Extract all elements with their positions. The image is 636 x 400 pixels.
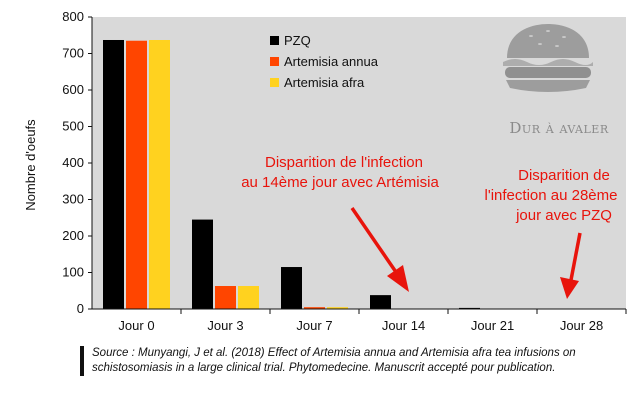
annotation-1-line-2: au 14ème jour avec Artémisia [241, 174, 439, 191]
bar-artemisia-afra-jour-0 [149, 39, 170, 310]
annotation-2-line-3: jour avec PZQ [515, 207, 612, 224]
bars-group [103, 39, 480, 310]
legend-swatch [270, 78, 279, 87]
y-tick-label: 200 [62, 228, 84, 243]
arrow-14-icon [350, 207, 409, 292]
bar-chart: Dur à avaler 0 100 200 300 400 500 600 700 800 J… [23, 9, 627, 333]
x-tick-label: Jour 28 [560, 318, 603, 333]
bar-artemisia-annua-jour-0 [126, 40, 147, 309]
y-tick-label: 100 [62, 265, 84, 280]
x-axis: Jour 0 Jour 3 Jour 7 Jour 14 Jour 21 Jour 28 [118, 309, 627, 333]
bar-pzq-jour-21 [459, 307, 480, 309]
legend-label: Artemisia annua [284, 54, 379, 69]
source-note: Source : Munyangi, J et al. (2018) Effec… [80, 346, 636, 376]
legend-swatch [270, 36, 279, 45]
legend: PZQ Artemisia annua Artemisia afra [270, 33, 379, 90]
y-tick-label: 500 [62, 119, 84, 134]
x-tick-label: Jour 7 [296, 318, 332, 333]
x-tick-label: Jour 14 [382, 318, 425, 333]
bar-pzq-jour-7 [281, 267, 302, 309]
legend-swatch [270, 57, 279, 66]
y-tick-label: 800 [62, 9, 84, 24]
y-axis-label: Nombre d'oeufs [23, 119, 38, 211]
y-tick-label: 0 [77, 301, 84, 316]
y-tick-label: 600 [62, 82, 84, 97]
bar-artemisia-afra-jour-7 [327, 307, 348, 309]
legend-label: Artemisia afra [284, 75, 365, 90]
burger-icon [503, 24, 593, 92]
x-tick-label: Jour 3 [207, 318, 243, 333]
x-tick-label: Jour 21 [471, 318, 514, 333]
arrow-28-icon [560, 232, 582, 299]
bar-artemisia-annua-jour-7 [304, 307, 325, 309]
y-tick-label: 400 [62, 155, 84, 170]
annotation-2: Disparition de l'infection au 28ème jour… [485, 167, 618, 224]
y-tick-label: 700 [62, 46, 84, 61]
legend-label: PZQ [284, 33, 311, 48]
annotation-1-line-1: Disparition de l'infection [265, 154, 423, 171]
bar-pzq-jour-14 [370, 295, 391, 309]
bar-artemisia-afra-jour-3 [238, 286, 259, 309]
y-axis: 0 100 200 300 400 500 600 700 800 [62, 9, 92, 316]
annotation-2-line-2: l'infection au 28ème [485, 187, 618, 204]
bar-pzq-jour-3 [192, 219, 213, 309]
annotation-2-line-1: Disparition de [518, 167, 610, 184]
x-tick-label: Jour 0 [118, 318, 154, 333]
y-tick-label: 300 [62, 192, 84, 207]
bar-artemisia-annua-jour-3 [215, 286, 236, 309]
bar-pzq-jour-0 [103, 39, 124, 310]
watermark-text: Dur à avaler [509, 119, 608, 137]
annotation-1: Disparition de l'infection au 14ème jour… [241, 154, 439, 191]
